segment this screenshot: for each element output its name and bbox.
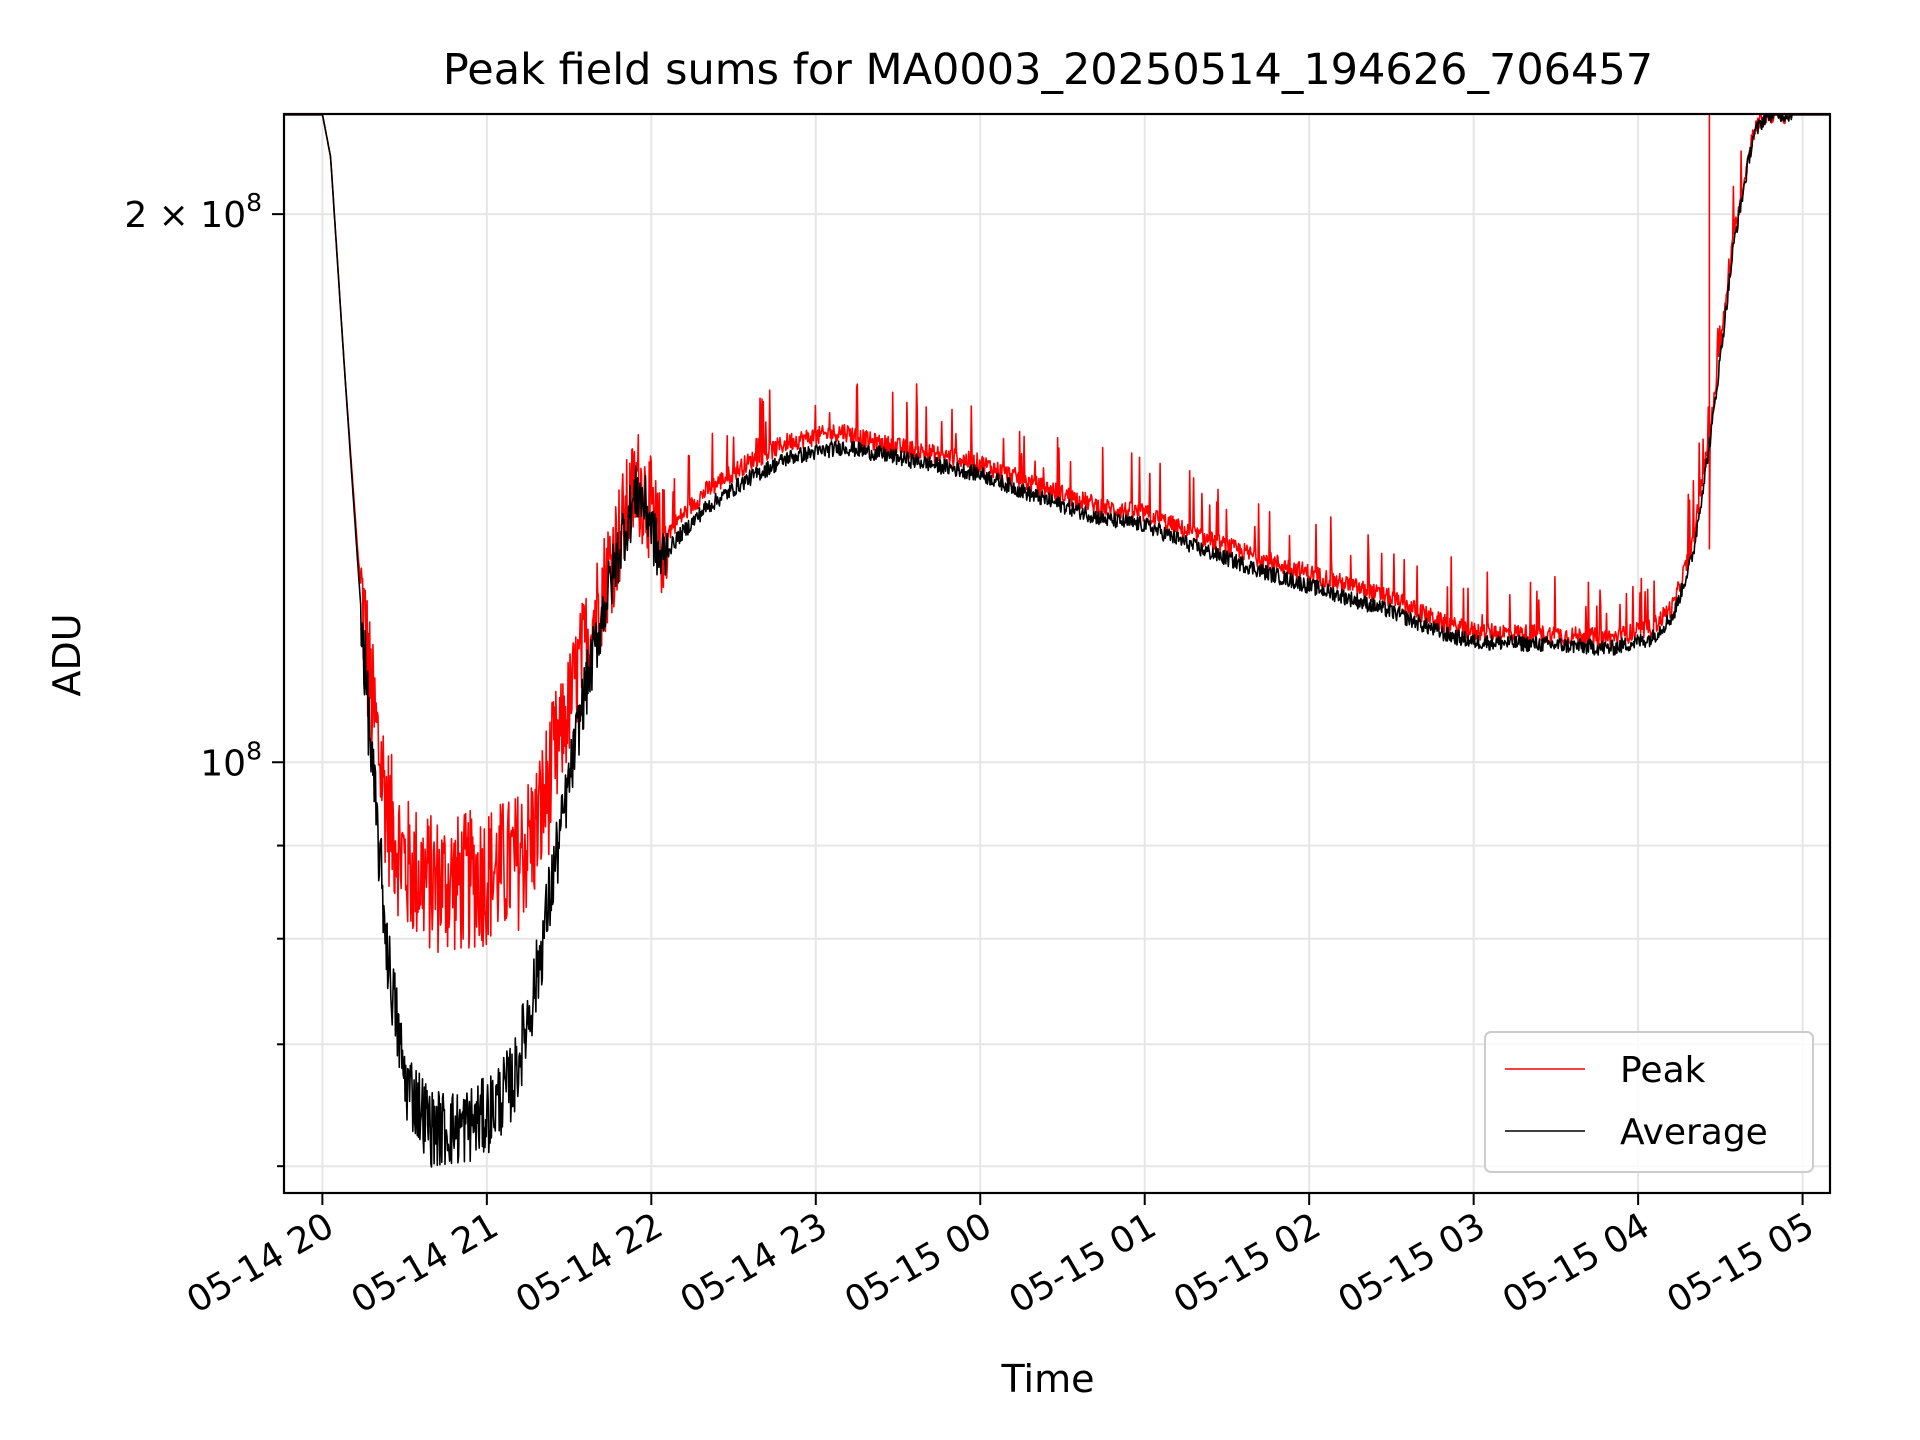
series-line-peak [284,114,1830,953]
plot-area [284,114,1830,1193]
legend-label-peak: Peak [1620,1050,1706,1091]
y-tick-label: 2 × 108 [124,188,262,236]
legend-box [1484,1031,1814,1173]
y-axis-label: ADU [45,613,89,696]
axes-frame [282,112,1832,1195]
y-tick-label: 108 [200,736,262,784]
grid [284,114,1830,1193]
series-layer [284,114,1830,1168]
legend: Peak Average [1484,1031,1814,1173]
series-line-average [284,114,1830,1168]
legend-label-average: Average [1620,1112,1768,1153]
chart-title: Peak field sums for MA0003_20250514_1946… [443,45,1653,95]
x-axis-label: Time [1001,1357,1095,1401]
